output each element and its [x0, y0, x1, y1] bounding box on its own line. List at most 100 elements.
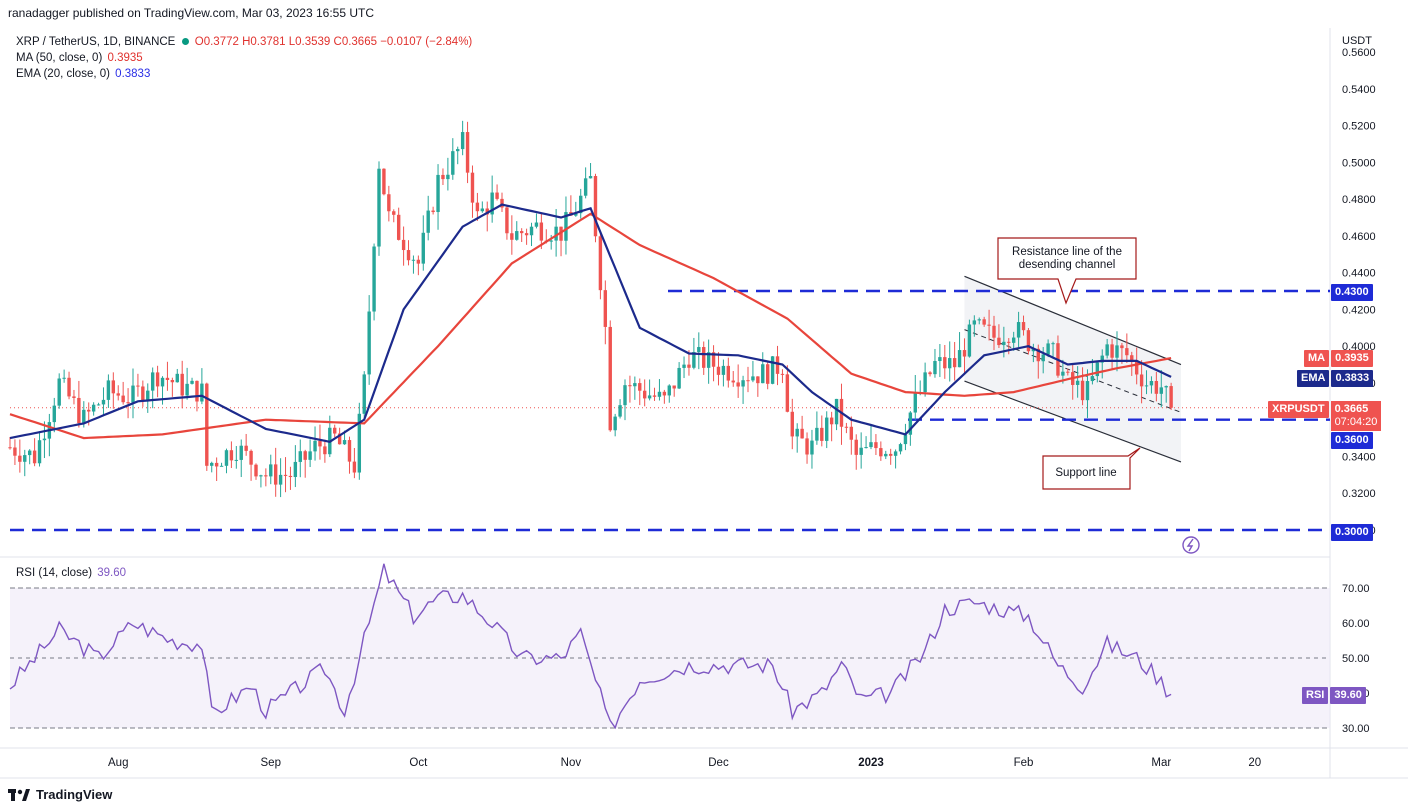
candle[interactable]: [761, 352, 765, 384]
candle[interactable]: [426, 195, 430, 241]
candle[interactable]: [475, 192, 480, 221]
candle[interactable]: [967, 319, 972, 358]
candle[interactable]: [1115, 331, 1119, 372]
candle[interactable]: [416, 255, 421, 276]
candle[interactable]: [1100, 349, 1104, 379]
candle[interactable]: [628, 375, 632, 403]
candle[interactable]: [47, 413, 52, 457]
tradingview-branding[interactable]: TradingView: [8, 787, 112, 802]
candle[interactable]: [662, 389, 667, 404]
candle[interactable]: [229, 441, 234, 469]
candle[interactable]: [411, 255, 416, 274]
horizontal-levels[interactable]: [10, 289, 1330, 532]
candle[interactable]: [387, 185, 391, 222]
candle[interactable]: [298, 439, 302, 478]
candle[interactable]: [790, 398, 794, 450]
candle[interactable]: [77, 380, 81, 428]
candle[interactable]: [515, 221, 519, 241]
candle[interactable]: [736, 364, 740, 398]
candle[interactable]: [1169, 382, 1173, 411]
candle[interactable]: [647, 379, 652, 401]
candle[interactable]: [598, 231, 603, 300]
candle[interactable]: [697, 332, 701, 370]
candle[interactable]: [278, 458, 283, 498]
candle[interactable]: [406, 240, 411, 266]
candle[interactable]: [982, 316, 986, 327]
symbol-name[interactable]: XRP / TetherUS, 1D, BINANCE: [16, 36, 176, 48]
candle[interactable]: [150, 367, 155, 409]
candle[interactable]: [465, 121, 470, 184]
candle[interactable]: [721, 359, 726, 387]
candle[interactable]: [500, 192, 504, 213]
candle[interactable]: [18, 439, 22, 473]
candle[interactable]: [121, 381, 125, 405]
candle[interactable]: [1159, 370, 1163, 408]
candle[interactable]: [372, 243, 376, 321]
candle[interactable]: [136, 373, 140, 397]
candle[interactable]: [1149, 376, 1154, 394]
candle[interactable]: [869, 423, 873, 450]
candle[interactable]: [200, 368, 204, 405]
rsi-legend[interactable]: RSI (14, close) 39.60: [16, 567, 126, 579]
candle[interactable]: [780, 369, 785, 384]
candle[interactable]: [224, 448, 229, 474]
candle[interactable]: [155, 365, 160, 398]
candle[interactable]: [716, 352, 721, 386]
candle[interactable]: [396, 207, 401, 241]
candle[interactable]: [318, 424, 322, 460]
candle[interactable]: [239, 439, 243, 478]
candle[interactable]: [672, 385, 676, 397]
candle[interactable]: [446, 157, 450, 191]
candle[interactable]: [519, 228, 524, 243]
candle[interactable]: [1021, 315, 1026, 336]
candle[interactable]: [431, 206, 435, 215]
candle[interactable]: [859, 432, 863, 469]
candle[interactable]: [534, 213, 539, 229]
candle[interactable]: [234, 446, 239, 469]
candle[interactable]: [126, 388, 130, 419]
candle[interactable]: [460, 120, 465, 156]
candle[interactable]: [249, 449, 253, 481]
candle[interactable]: [323, 439, 327, 463]
candle[interactable]: [480, 201, 485, 213]
candle[interactable]: [72, 389, 76, 405]
candle[interactable]: [313, 426, 317, 461]
candle[interactable]: [101, 387, 106, 417]
candle[interactable]: [392, 209, 396, 223]
candle[interactable]: [765, 360, 770, 390]
candle[interactable]: [264, 468, 268, 487]
candle[interactable]: [254, 463, 258, 480]
candle[interactable]: [175, 368, 179, 383]
candle[interactable]: [825, 411, 829, 449]
candle[interactable]: [333, 424, 337, 438]
candle[interactable]: [731, 371, 735, 387]
candle[interactable]: [308, 439, 312, 468]
candle[interactable]: [667, 384, 671, 403]
ema20-line[interactable]: [9, 203, 1172, 443]
candle[interactable]: [436, 164, 440, 230]
candle[interactable]: [948, 341, 952, 382]
candle[interactable]: [456, 146, 460, 165]
candle[interactable]: [608, 320, 612, 432]
candle[interactable]: [879, 441, 883, 461]
candle[interactable]: [844, 422, 849, 434]
candle[interactable]: [583, 167, 588, 199]
candle[interactable]: [1051, 341, 1055, 359]
candle[interactable]: [800, 415, 804, 439]
candle[interactable]: [815, 411, 819, 445]
candle[interactable]: [588, 163, 593, 179]
candle[interactable]: [106, 374, 111, 408]
candle[interactable]: [810, 429, 814, 469]
candle[interactable]: [259, 474, 263, 488]
candle[interactable]: [293, 445, 298, 488]
ma50-line[interactable]: [9, 212, 1172, 440]
candle[interactable]: [485, 201, 489, 232]
candle[interactable]: [1164, 385, 1168, 403]
candle[interactable]: [273, 447, 278, 497]
candle[interactable]: [303, 449, 307, 478]
candle[interactable]: [111, 372, 116, 409]
candle[interactable]: [751, 360, 755, 383]
candle[interactable]: [977, 317, 981, 325]
candle[interactable]: [834, 398, 839, 431]
